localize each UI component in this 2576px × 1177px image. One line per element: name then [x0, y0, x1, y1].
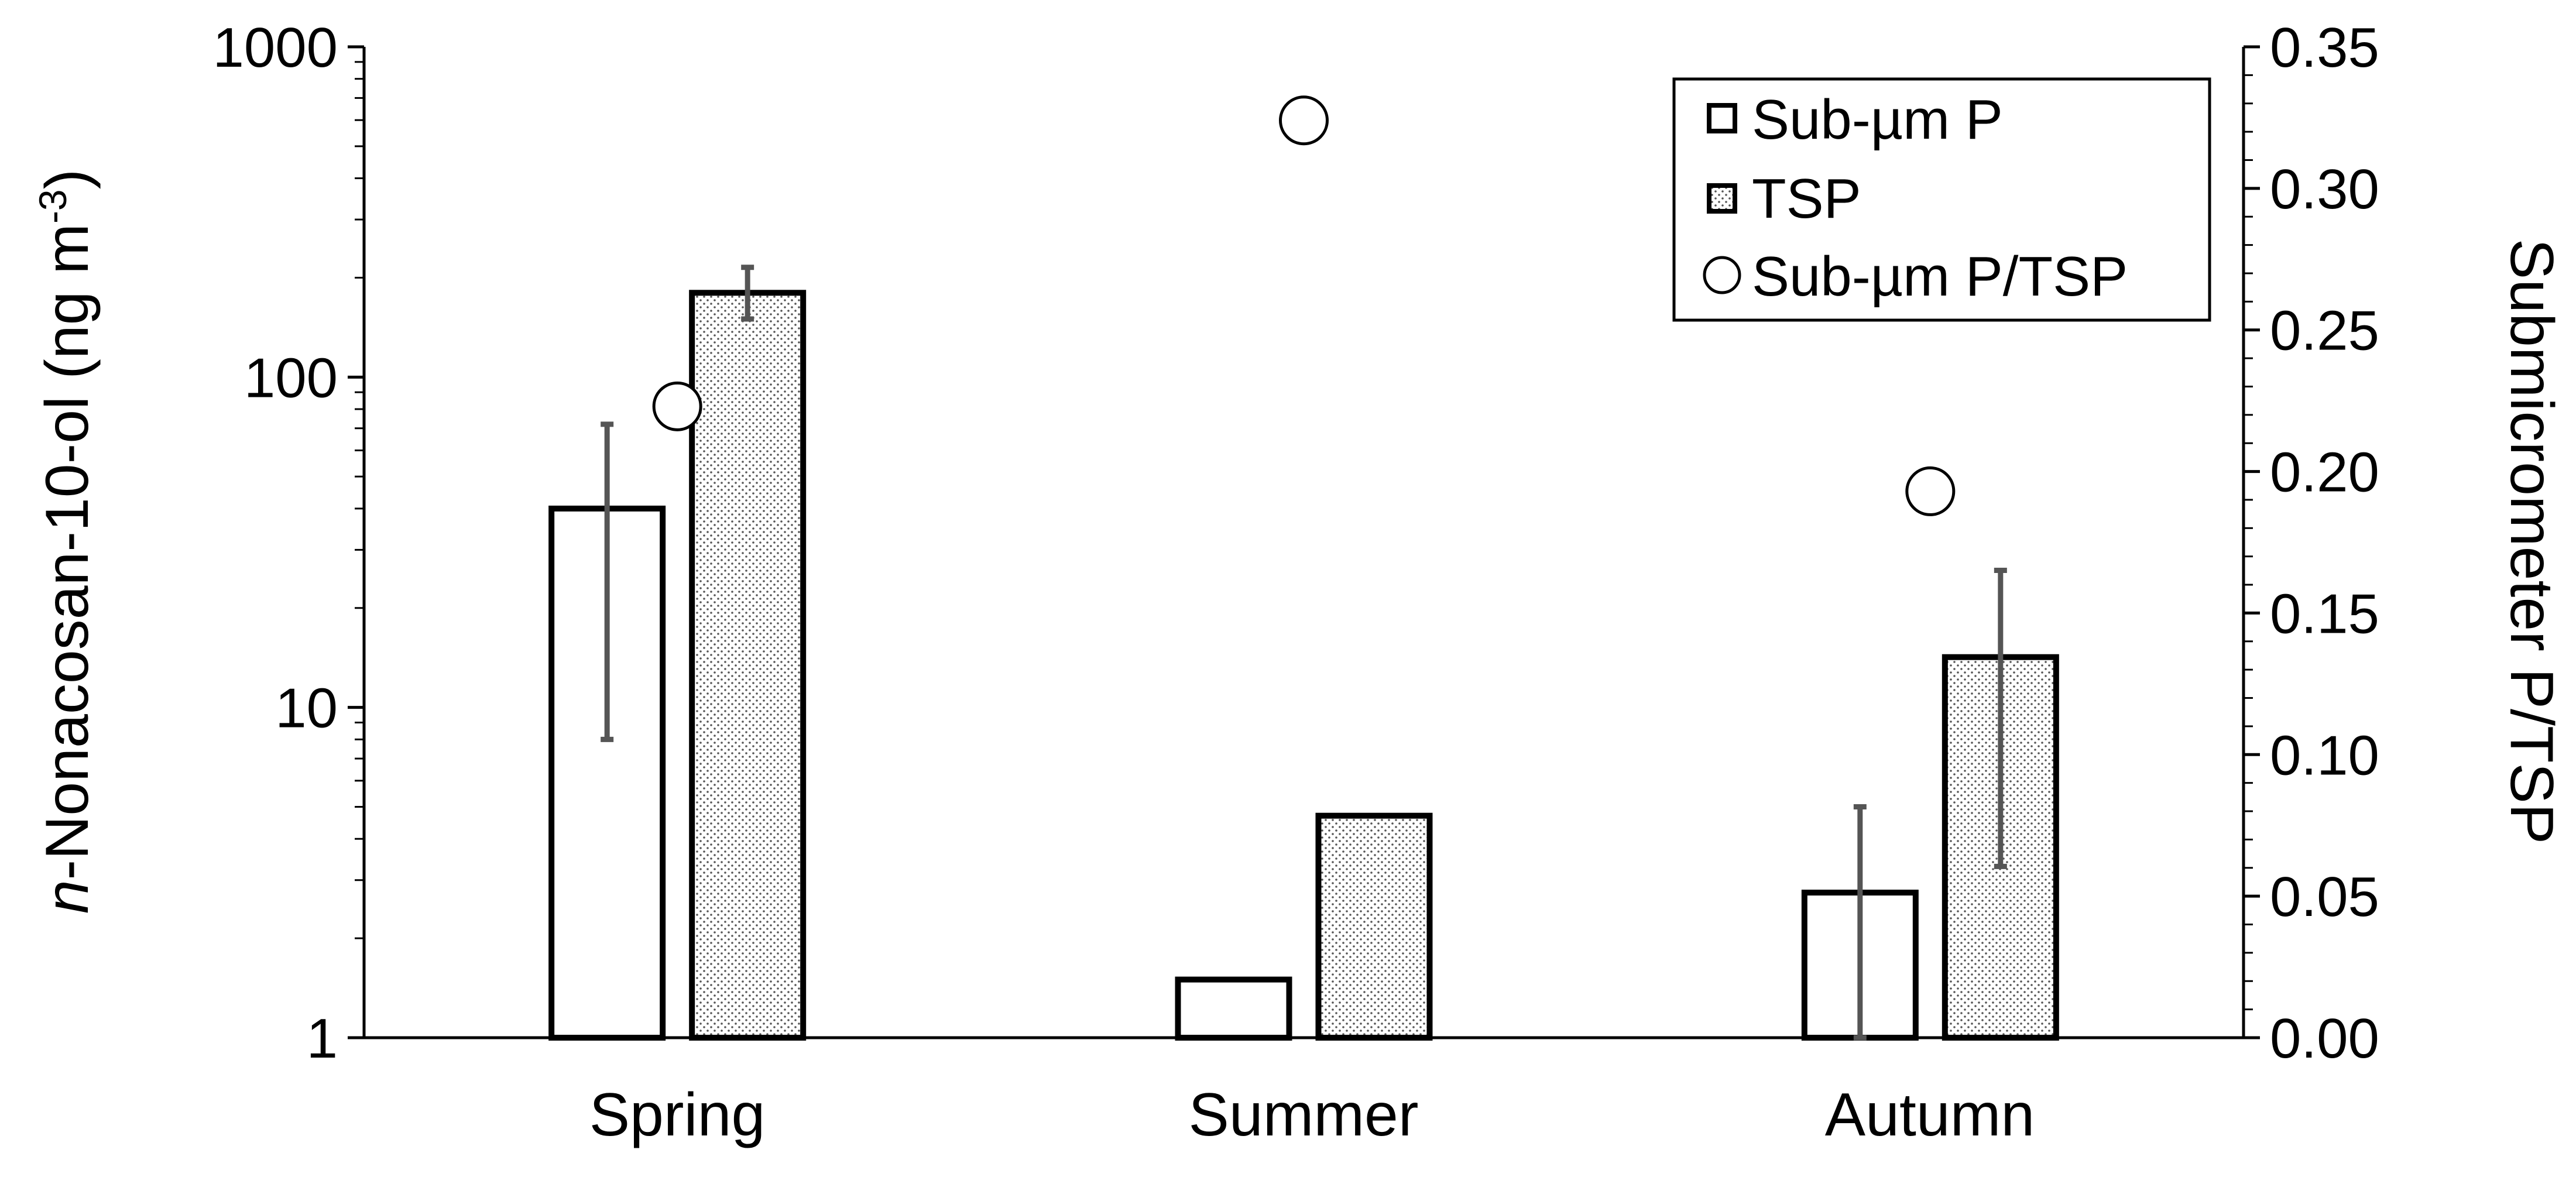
right-tick-label: 0.00: [2270, 1007, 2379, 1070]
left-axis-minor-ticks: [355, 61, 364, 939]
legend-swatch-sub-um-p: [1707, 103, 1737, 133]
left-tick-label: 10: [275, 677, 338, 740]
legend-label-ratio: Sub-µm P/TSP: [1752, 245, 2128, 308]
left-tick-label: 1: [307, 1007, 338, 1070]
ratio-points: [652, 95, 1956, 516]
right-axis-title: Submicrometer P/TSP: [2498, 239, 2565, 845]
category-labels: Spring Summer Autumn: [589, 1081, 2035, 1149]
ratio-point-autumn: [1905, 466, 1956, 516]
right-axis-ticks: 0.00 0.05 0.10 0.15 0.20 0.25 0.30 0.35: [2244, 16, 2379, 1070]
right-tick-label: 0.15: [2270, 582, 2379, 645]
legend-label-tsp: TSP: [1752, 167, 1861, 230]
right-tick-label: 0.25: [2270, 300, 2379, 362]
right-tick-label: 0.20: [2270, 441, 2379, 504]
bar-sub-m-p-summer: [1175, 976, 1292, 1041]
right-tick-label: 0.30: [2270, 158, 2379, 221]
left-axis-title-close: ): [33, 169, 101, 190]
left-tick-label: 1000: [212, 16, 338, 79]
right-tick-label: 0.10: [2270, 724, 2379, 787]
right-tick-label: 0.35: [2270, 16, 2379, 79]
left-axis-title: n-Nonacosan-10-ol (ng m-3): [31, 169, 101, 914]
legend-marker-ratio: [1703, 256, 1741, 294]
ratio-point-spring: [652, 381, 702, 431]
ratio-point-summer: [1279, 95, 1329, 146]
plot-area: [362, 47, 2245, 1039]
legend-label-sub-um-p: Sub-µm P: [1752, 88, 2003, 151]
category-label-spring: Spring: [589, 1081, 766, 1149]
bar-tsp-summer: [1315, 812, 1433, 1041]
bars: [548, 290, 2059, 1041]
category-label-autumn: Autumn: [1825, 1081, 2035, 1149]
right-axis-minor-ticks: [2244, 74, 2253, 1011]
left-axis-title-main: -Nonacosan-10-ol (ng m: [33, 224, 101, 880]
legend-box: [1672, 77, 2211, 322]
left-axis-title-italic: n: [33, 880, 101, 914]
legend: Sub-µm P TSP Sub-µm P/TSP: [1672, 77, 2211, 322]
error-bars: [601, 265, 2007, 1041]
left-axis-ticks: 1 10 100 1000: [212, 16, 364, 1070]
legend-swatch-tsp: [1707, 183, 1737, 214]
left-axis-title-sup: -3: [31, 189, 74, 224]
category-label-summer: Summer: [1189, 1081, 1419, 1149]
bar-tsp-spring: [689, 290, 807, 1041]
right-tick-label: 0.05: [2270, 866, 2379, 928]
left-tick-label: 100: [244, 346, 338, 409]
